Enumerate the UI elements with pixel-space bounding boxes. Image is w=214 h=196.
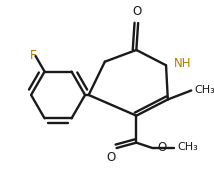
Text: O: O: [133, 5, 142, 18]
Text: F: F: [30, 49, 36, 62]
Text: NH: NH: [174, 57, 192, 70]
Text: CH₃: CH₃: [195, 84, 214, 95]
Text: O: O: [107, 151, 116, 164]
Text: CH₃: CH₃: [178, 142, 198, 152]
Text: O: O: [157, 141, 166, 154]
